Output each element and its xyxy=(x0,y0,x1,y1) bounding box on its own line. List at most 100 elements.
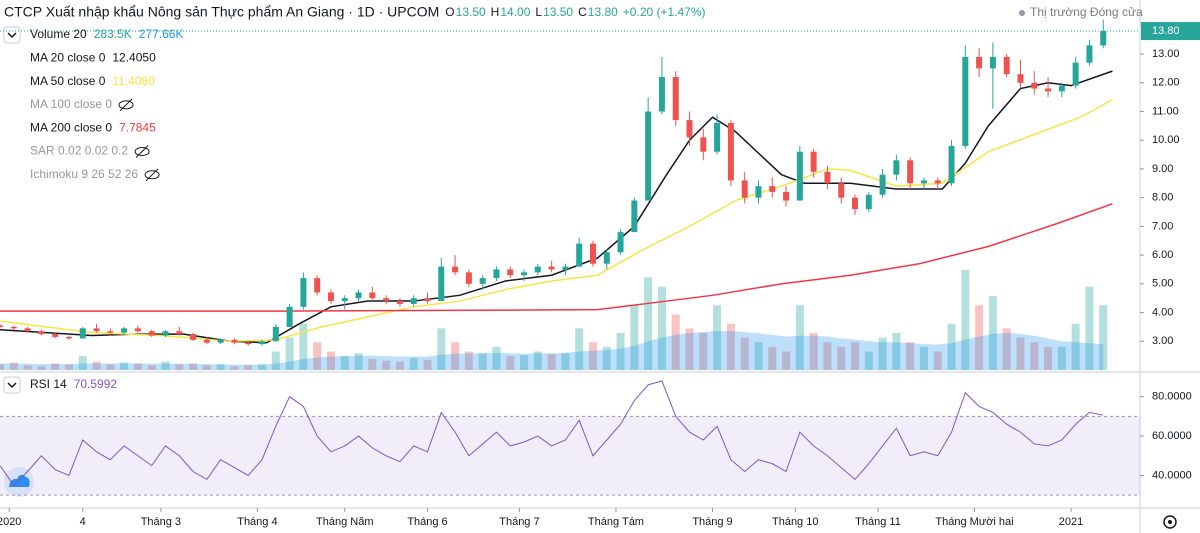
settings-icon[interactable] xyxy=(1163,515,1177,529)
candle-body xyxy=(645,111,652,201)
volume-bar xyxy=(754,342,763,370)
y-tick-label: 4.00 xyxy=(1152,306,1173,318)
last-price-label: 13.80 xyxy=(1152,25,1180,37)
y-tick-label: 12.00 xyxy=(1152,77,1180,89)
hidden-icon-slash xyxy=(145,168,159,182)
legend-name: MA 200 close 0 xyxy=(30,120,112,134)
candle-body xyxy=(286,306,293,327)
candle-body xyxy=(231,339,238,343)
candle-body xyxy=(1031,82,1038,89)
ma-line xyxy=(0,99,1113,343)
volume-bar xyxy=(975,305,984,370)
x-tick-label: Tháng Năm xyxy=(316,516,373,528)
candle-body xyxy=(272,326,279,342)
volume-bar xyxy=(1030,342,1039,370)
candle-body xyxy=(341,298,348,302)
volume-bar xyxy=(988,295,997,370)
chevron-icon xyxy=(7,382,17,389)
y-tick-label: 6.00 xyxy=(1152,249,1173,261)
candle-body xyxy=(589,243,596,264)
volume-ma-area xyxy=(0,331,1104,370)
volume-bar xyxy=(740,337,749,370)
legend-name: MA 50 close 0 xyxy=(30,74,106,88)
candle-body xyxy=(893,160,900,175)
candle-body xyxy=(562,266,569,270)
volume-bar xyxy=(575,328,584,370)
chevron-icon xyxy=(7,32,17,39)
candle-body xyxy=(796,151,803,201)
candle-body xyxy=(134,328,141,332)
volume-bar xyxy=(37,366,46,370)
ohlc-value: 13.50 xyxy=(543,5,573,19)
candle-body xyxy=(190,334,197,340)
volume-bar xyxy=(0,364,4,370)
volume-bar xyxy=(120,362,129,370)
candle-body xyxy=(24,328,31,332)
candle-body xyxy=(576,243,583,267)
y-tick-label: 3.00 xyxy=(1152,335,1173,347)
volume-bar xyxy=(1016,337,1025,370)
candle-body xyxy=(217,339,224,343)
volume-bar xyxy=(492,346,501,370)
volume-bar xyxy=(851,342,859,370)
rsi-name: RSI 14 xyxy=(30,377,67,391)
candle-body xyxy=(38,331,45,335)
ohlc-label: H xyxy=(491,5,500,19)
volume-bar xyxy=(520,355,529,370)
logo-cloud xyxy=(9,474,30,487)
volume-bar xyxy=(64,364,73,370)
volume-bar xyxy=(423,359,432,370)
rsi-y-tick-label: 40.0000 xyxy=(1152,469,1192,481)
legend-value: 283.5K xyxy=(94,27,132,41)
candle-body xyxy=(824,171,831,184)
volume-bar xyxy=(947,323,956,370)
rsi-collapse-button[interactable] xyxy=(3,376,21,394)
volume-bar xyxy=(685,328,694,370)
x-tick-label: Tháng 4 xyxy=(237,516,277,528)
candle-body xyxy=(355,292,362,299)
ohlc-label: O xyxy=(445,5,454,19)
price-change: +0.20 (+1.47%) xyxy=(623,5,706,19)
ohlc-value: 14.00 xyxy=(500,5,530,19)
settings-icon-center xyxy=(1168,520,1172,524)
candle-body xyxy=(0,325,3,327)
collapse-button[interactable] xyxy=(3,26,21,44)
status-dot xyxy=(1019,10,1025,16)
candle-body xyxy=(976,56,983,69)
volume-bar xyxy=(561,353,570,370)
candle-body xyxy=(962,56,969,146)
candle-body xyxy=(162,331,169,336)
candle-body xyxy=(852,197,858,210)
volume-bar xyxy=(51,363,60,370)
rsi-y-tick-label: 60.0000 xyxy=(1152,430,1192,442)
volume-bar xyxy=(1099,305,1108,370)
ohlc-label: C xyxy=(578,5,587,19)
volume-bar xyxy=(9,362,18,370)
hidden-icon xyxy=(144,170,160,180)
candle-body xyxy=(907,160,914,184)
hidden-icon-slash xyxy=(119,98,133,112)
volume-bar xyxy=(933,351,942,370)
volume-bar xyxy=(299,323,308,370)
y-tick-label: 8.00 xyxy=(1152,192,1173,204)
candle-body xyxy=(1072,62,1079,86)
candle-body xyxy=(148,331,155,336)
y-tick-label: 7.00 xyxy=(1152,220,1173,232)
ohlc-label: L xyxy=(535,5,542,19)
volume-bar xyxy=(726,323,735,370)
candle-body xyxy=(686,120,693,138)
volume-bar xyxy=(368,358,377,370)
candle-body xyxy=(700,137,707,152)
candle-body xyxy=(534,266,541,273)
volume-bar xyxy=(409,357,418,370)
hidden-icon-slash xyxy=(135,145,149,158)
legend-name: MA 20 close 0 xyxy=(30,50,106,64)
market-status: Thị trường Đóng cửa xyxy=(1030,5,1143,19)
volume-bar xyxy=(547,354,556,370)
volume-bar xyxy=(1044,346,1053,370)
volume-bar xyxy=(506,356,515,370)
legend-name: Volume 20 xyxy=(30,27,87,41)
candle-body xyxy=(314,278,321,293)
